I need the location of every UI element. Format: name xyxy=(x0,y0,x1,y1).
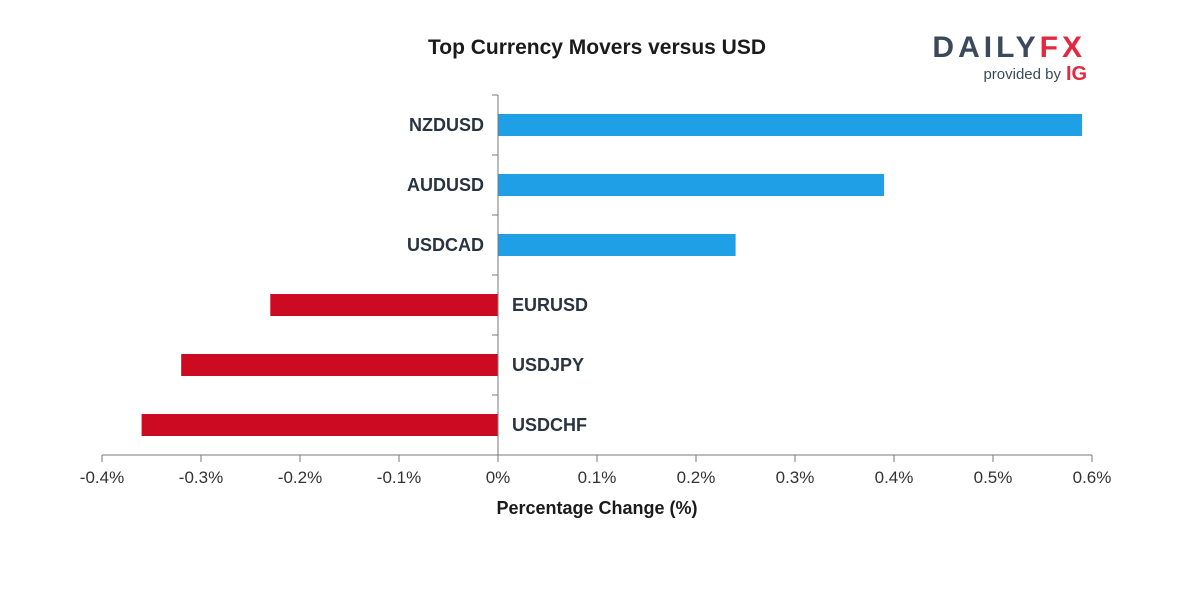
x-tick-label: 0.1% xyxy=(578,468,617,487)
bar-nzdusd xyxy=(498,114,1083,136)
bar-usdcad xyxy=(498,234,736,256)
category-label-eurusd: EURUSD xyxy=(512,295,588,315)
bar-usdchf xyxy=(141,414,498,436)
bar-audusd xyxy=(498,174,885,196)
x-tick-label: -0.2% xyxy=(278,468,322,487)
logo-provided-by: provided by xyxy=(983,66,1061,83)
category-label-audusd: AUDUSD xyxy=(407,175,484,195)
plot-area: NZDUSD AUDUSD USDCAD EURUSD USDJPY USDCHF -0.4… xyxy=(80,94,1112,487)
category-label-usdcad: USDCAD xyxy=(407,235,484,255)
x-tick-label: -0.1% xyxy=(377,468,421,487)
logo-brand-daily: DAILY xyxy=(932,31,1039,64)
logo-wordmark: DAILYFX xyxy=(932,31,1086,64)
dailyfx-logo: DAILYFX provided by IG xyxy=(932,31,1087,85)
x-tick-label: -0.4% xyxy=(80,468,124,487)
bar-eurusd xyxy=(270,294,498,316)
category-label-nzdusd: NZDUSD xyxy=(409,115,484,135)
x-tick-label: 0% xyxy=(486,468,511,487)
x-tick-label: 0.6% xyxy=(1073,468,1112,487)
x-tick-label: 0.2% xyxy=(677,468,716,487)
x-tick-label: -0.3% xyxy=(179,468,223,487)
chart-title: Top Currency Movers versus USD xyxy=(428,36,766,59)
logo-brand-fx: FX xyxy=(1040,31,1086,64)
x-tick-label: 0.3% xyxy=(776,468,815,487)
category-label-usdchf: USDCHF xyxy=(512,415,587,435)
bar-usdjpy xyxy=(181,354,498,376)
x-tick-label: 0.5% xyxy=(974,468,1013,487)
category-label-usdjpy: USDJPY xyxy=(512,355,584,375)
x-axis-title: Percentage Change (%) xyxy=(496,498,697,518)
x-tick-label: 0.4% xyxy=(875,468,914,487)
logo-partner-ig: IG xyxy=(1066,63,1087,85)
